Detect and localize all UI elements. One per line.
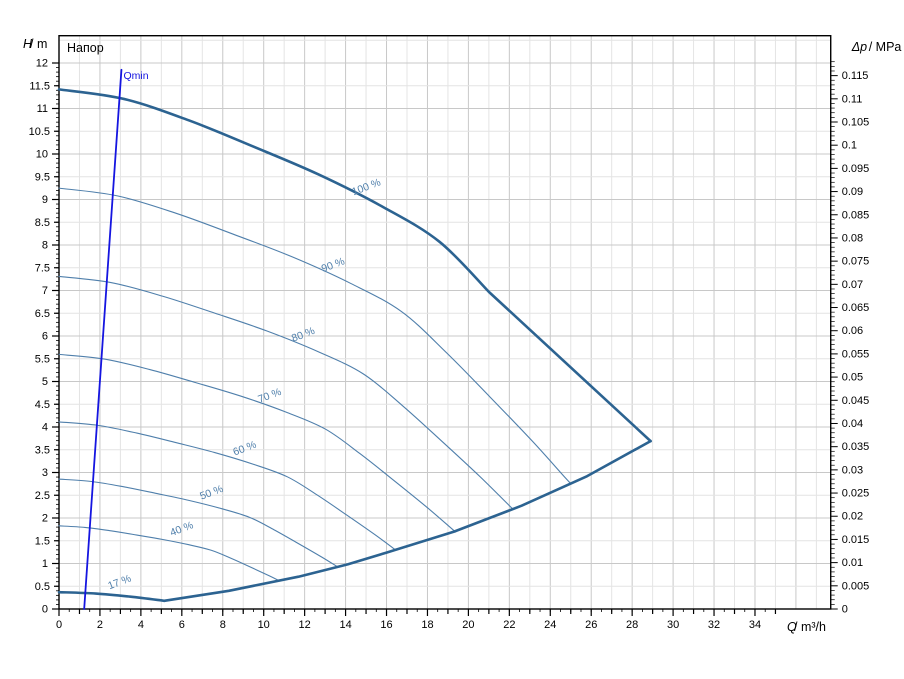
svg-text:0.015: 0.015 [842, 534, 870, 546]
svg-text:4.5: 4.5 [35, 399, 50, 411]
svg-text:0.035: 0.035 [842, 441, 870, 453]
svg-text:0.06: 0.06 [842, 325, 863, 337]
svg-text:28: 28 [626, 619, 638, 631]
svg-text:0.09: 0.09 [842, 186, 863, 198]
svg-text:1: 1 [42, 558, 48, 570]
svg-text:Qmin: Qmin [123, 70, 148, 82]
svg-text:3.5: 3.5 [35, 444, 50, 456]
svg-text:0.075: 0.075 [842, 256, 870, 268]
svg-text:0.115: 0.115 [842, 70, 869, 82]
svg-text:0.055: 0.055 [842, 348, 870, 360]
svg-text:2: 2 [42, 513, 48, 525]
svg-text:20: 20 [462, 619, 474, 631]
svg-text:8: 8 [42, 240, 48, 252]
svg-text:6: 6 [179, 619, 185, 631]
svg-text:0.5: 0.5 [35, 581, 50, 593]
svg-text:Напор: Напор [67, 41, 104, 55]
svg-text:7.5: 7.5 [35, 262, 50, 274]
svg-text:4: 4 [138, 619, 144, 631]
svg-text:30: 30 [667, 619, 679, 631]
svg-text:5: 5 [42, 376, 48, 388]
svg-text:0.11: 0.11 [842, 93, 863, 105]
svg-text:/ MPa: / MPa [869, 40, 902, 54]
svg-text:8.5: 8.5 [35, 217, 50, 229]
svg-text:14: 14 [339, 619, 351, 631]
svg-text:22: 22 [503, 619, 515, 631]
svg-text:8: 8 [220, 619, 226, 631]
svg-text:4: 4 [42, 422, 48, 434]
svg-text:9: 9 [42, 194, 48, 206]
svg-text:0.105: 0.105 [842, 117, 870, 129]
svg-text:2: 2 [97, 619, 103, 631]
svg-text:2.5: 2.5 [35, 490, 50, 502]
svg-text:0.03: 0.03 [842, 464, 863, 476]
svg-text:0.065: 0.065 [842, 302, 870, 314]
svg-text:0.045: 0.045 [842, 395, 870, 407]
svg-text:16: 16 [380, 619, 392, 631]
svg-text:0.1: 0.1 [842, 140, 857, 152]
svg-text:3: 3 [42, 467, 48, 479]
svg-text:7: 7 [42, 285, 48, 297]
svg-text:18: 18 [421, 619, 433, 631]
svg-text:32: 32 [708, 619, 720, 631]
svg-text:0.08: 0.08 [842, 232, 863, 244]
svg-text:10: 10 [36, 149, 48, 161]
svg-text:0.025: 0.025 [842, 488, 870, 500]
svg-text:0.07: 0.07 [842, 279, 863, 291]
svg-text:6: 6 [42, 331, 48, 343]
svg-text:0.04: 0.04 [842, 418, 863, 430]
svg-text:0.005: 0.005 [842, 580, 870, 592]
svg-text:/ m: / m [30, 37, 47, 51]
svg-text:0: 0 [42, 604, 48, 616]
svg-text:6.5: 6.5 [35, 308, 50, 320]
svg-text:Δp: Δp [851, 40, 867, 54]
svg-text:0: 0 [56, 619, 62, 631]
svg-text:12: 12 [36, 58, 48, 70]
svg-text:11.5: 11.5 [29, 80, 50, 92]
svg-text:9.5: 9.5 [35, 171, 50, 183]
svg-text:1.5: 1.5 [35, 535, 50, 547]
svg-text:0.01: 0.01 [842, 557, 863, 569]
svg-text:34: 34 [749, 619, 761, 631]
svg-text:12: 12 [299, 619, 311, 631]
svg-text:0.085: 0.085 [842, 209, 870, 221]
svg-text:0.02: 0.02 [842, 511, 863, 523]
svg-text:26: 26 [585, 619, 597, 631]
svg-text:5.5: 5.5 [35, 353, 50, 365]
svg-text:0: 0 [842, 604, 848, 616]
svg-text:10.5: 10.5 [29, 126, 50, 138]
svg-text:10: 10 [258, 619, 270, 631]
svg-text:0.05: 0.05 [842, 372, 863, 384]
svg-text:24: 24 [544, 619, 556, 631]
svg-text:11: 11 [37, 103, 48, 115]
svg-text:0.095: 0.095 [842, 163, 870, 175]
svg-text:/ m³/h: / m³/h [794, 620, 826, 634]
